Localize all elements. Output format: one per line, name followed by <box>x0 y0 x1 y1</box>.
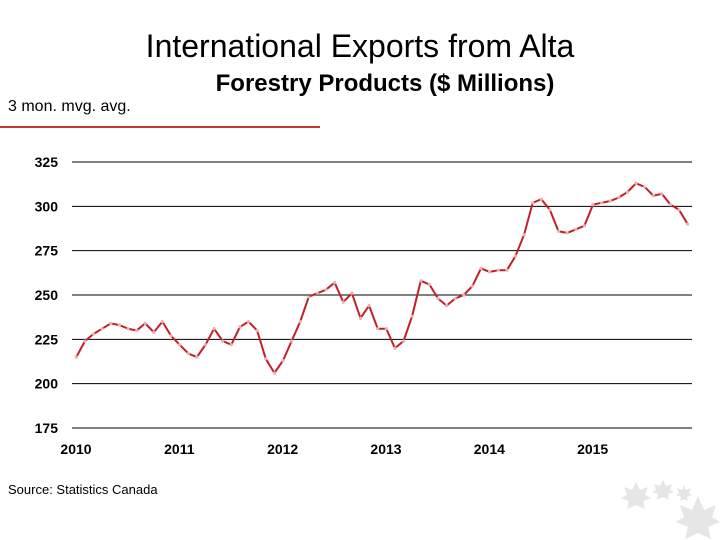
data-point <box>548 208 552 212</box>
data-point <box>281 359 285 363</box>
data-point <box>582 224 587 228</box>
data-point <box>479 266 483 270</box>
y-axis-ticks: 175 200 225 250 275 300 325 <box>35 154 59 436</box>
data-point <box>350 291 354 295</box>
data-point <box>100 327 104 331</box>
grid-lines <box>72 161 692 429</box>
data-point <box>307 295 311 299</box>
y-tick-label: 175 <box>35 420 59 436</box>
x-axis-ticks: 2010 2011 2012 2013 2014 2015 <box>60 441 608 457</box>
y-tick-label: 275 <box>35 243 59 259</box>
data-point <box>427 282 431 286</box>
data-point <box>117 323 121 327</box>
y-tick-label: 250 <box>35 287 59 303</box>
data-point <box>617 195 621 200</box>
data-point <box>186 351 190 356</box>
data-point <box>126 327 130 331</box>
data-point <box>160 320 164 324</box>
data-point <box>401 339 406 343</box>
data-point <box>74 355 78 359</box>
data-point <box>591 203 595 207</box>
data-point <box>384 327 388 331</box>
x-tick-label: 2014 <box>474 441 505 457</box>
x-tick-label: 2012 <box>267 441 298 457</box>
data-point <box>143 321 147 325</box>
data-point <box>608 199 612 203</box>
data-point <box>445 304 449 308</box>
y-tick-label: 300 <box>35 198 59 214</box>
y-tick-label: 200 <box>35 376 59 392</box>
data-point <box>341 300 345 304</box>
data-point <box>264 357 268 361</box>
data-point <box>238 325 242 329</box>
data-point <box>229 343 233 347</box>
y-tick-label: 325 <box>35 154 59 170</box>
source-note: Source: Statistics Canada <box>8 482 158 497</box>
moving-average-note: 3 mon. mvg. avg. <box>8 98 131 115</box>
data-point <box>324 288 328 292</box>
x-tick-label: 2010 <box>60 441 91 457</box>
data-point <box>677 208 681 212</box>
data-point <box>83 339 87 343</box>
maple-leaf-icon <box>621 480 720 539</box>
series-group <box>74 181 690 375</box>
data-point <box>660 192 664 196</box>
data-point <box>634 181 638 185</box>
data-point <box>393 346 397 350</box>
data-point <box>565 231 569 235</box>
accent-rule <box>0 126 320 128</box>
chart-subtitle: Forestry Products ($ Millions) <box>215 70 555 97</box>
data-point <box>496 268 500 272</box>
data-point <box>221 339 225 343</box>
data-point <box>203 343 208 347</box>
data-point <box>169 334 173 338</box>
data-point <box>462 293 466 297</box>
data-point <box>453 296 457 301</box>
data-point <box>212 327 216 331</box>
data-point <box>91 332 96 336</box>
x-tick-label: 2015 <box>577 441 608 457</box>
data-point <box>255 328 259 333</box>
data-point <box>531 201 535 205</box>
data-point <box>290 339 294 343</box>
data-point <box>315 291 319 295</box>
data-point <box>358 316 363 320</box>
data-point <box>152 330 156 334</box>
data-point <box>556 229 561 233</box>
data-point <box>488 270 492 274</box>
data-point <box>298 320 302 324</box>
chart-title: International Exports from Alta <box>145 28 575 64</box>
data-point <box>470 284 474 288</box>
data-point <box>246 320 251 324</box>
data-point <box>668 203 673 207</box>
data-point <box>539 197 543 201</box>
series-line <box>75 182 689 375</box>
data-point <box>436 296 440 301</box>
data-point <box>643 185 647 189</box>
data-point <box>522 233 526 237</box>
x-tick-label: 2013 <box>370 441 401 457</box>
data-point <box>600 201 604 205</box>
data-point <box>419 279 423 283</box>
data-point <box>625 190 630 194</box>
data-point <box>272 371 276 375</box>
data-point <box>505 268 509 272</box>
data-point <box>333 281 337 285</box>
data-point <box>135 328 139 333</box>
data-point <box>376 327 380 331</box>
data-point <box>109 321 113 325</box>
data-point <box>651 194 655 198</box>
data-point <box>195 355 199 359</box>
data-point <box>367 304 371 308</box>
data-point <box>574 227 578 231</box>
x-tick-label: 2011 <box>164 441 195 457</box>
data-point <box>178 343 182 347</box>
data-point <box>410 314 414 318</box>
data-point <box>686 222 690 226</box>
y-tick-label: 225 <box>35 331 59 347</box>
data-point <box>513 254 518 258</box>
